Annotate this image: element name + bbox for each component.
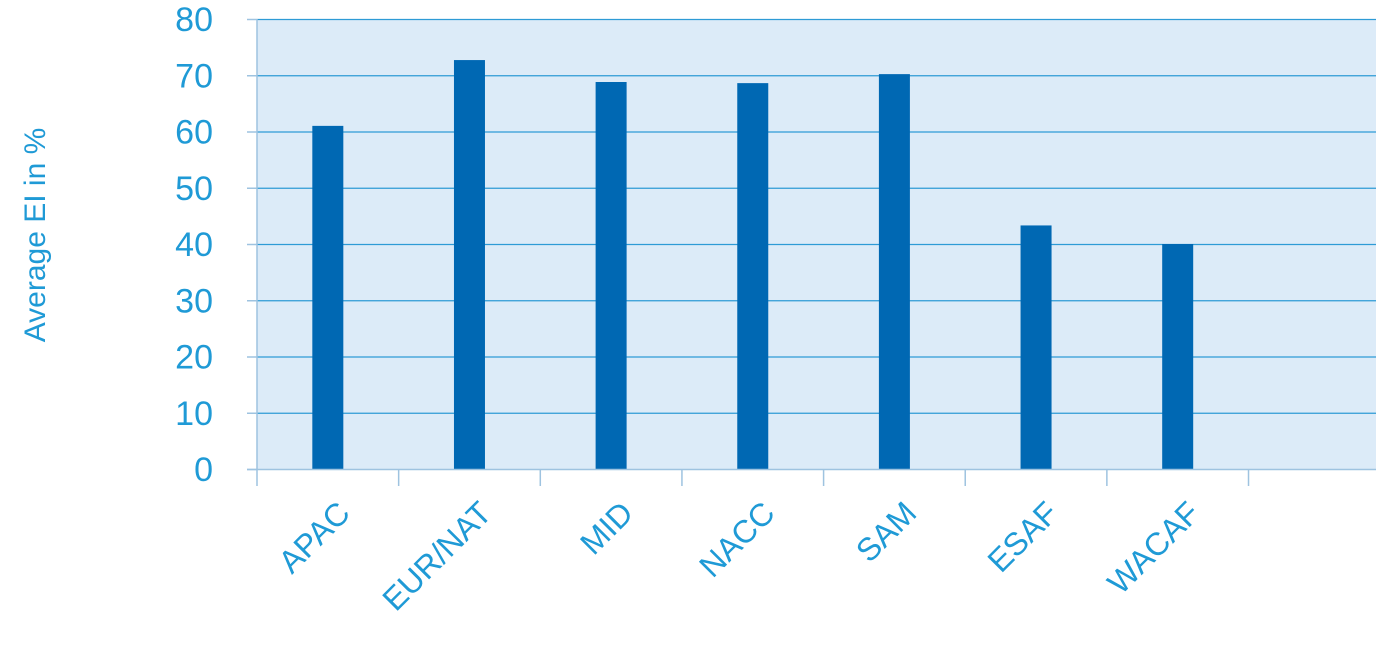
x-category-label-nacc: NACC — [692, 494, 782, 584]
y-tick-labels: 0 10 20 30 40 50 60 70 80 — [175, 1, 213, 489]
x-category-label-mid: MID — [573, 494, 640, 561]
y-tick-label-50: 50 — [175, 170, 213, 208]
bar-sam — [878, 74, 910, 469]
y-tick-label-0: 0 — [194, 451, 213, 489]
x-category-label-apac: APAC — [271, 494, 356, 579]
bar-eur-nat — [453, 60, 485, 469]
axes — [247, 18, 1376, 486]
bar-mid — [595, 82, 627, 469]
bar-apac — [312, 125, 344, 469]
x-category-label-eur-nat: EUR/NAT — [375, 494, 498, 617]
bar-wacaf — [1162, 244, 1194, 469]
x-category-label-wacaf: WACAF — [1100, 494, 1206, 600]
y-tick-label-70: 70 — [175, 57, 213, 95]
bars — [312, 60, 1194, 469]
y-tick-label-20: 20 — [175, 339, 213, 377]
x-category-labels: APAC EUR/NAT MID NACC SAM ESAF WACAF — [271, 494, 1206, 617]
y-tick-label-30: 30 — [175, 282, 213, 320]
x-category-label-esaf: ESAF — [980, 494, 1065, 579]
bar-nacc — [737, 83, 769, 469]
y-tick-label-40: 40 — [175, 226, 213, 264]
y-tick-label-60: 60 — [175, 114, 213, 152]
gridlines — [257, 18, 1376, 414]
bar-esaf — [1020, 225, 1052, 469]
x-category-label-sam: SAM — [849, 494, 923, 568]
y-tick-label-10: 10 — [175, 395, 213, 433]
y-tick-label-80: 80 — [175, 1, 213, 39]
y-axis-title: Average EI in % — [19, 128, 52, 343]
